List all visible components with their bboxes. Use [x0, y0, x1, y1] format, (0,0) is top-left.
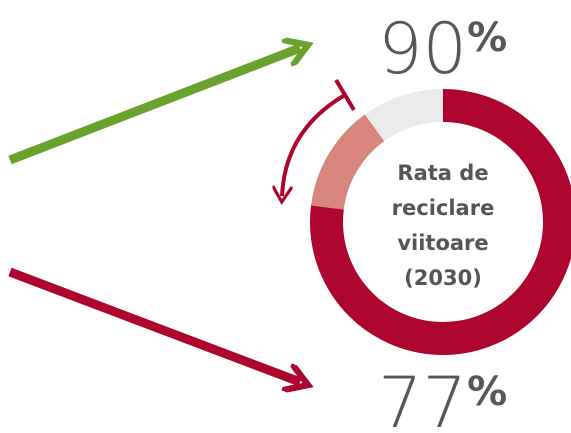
donut-segment — [364, 89, 443, 142]
center-label: Rata de — [397, 161, 488, 185]
annotation-suffix: % — [467, 369, 507, 415]
center-label: reciclare — [392, 196, 495, 220]
annotation: 90% — [378, 8, 507, 90]
annotation: 77% — [378, 362, 507, 433]
green-arrow — [8, 48, 300, 165]
donut-segment — [311, 114, 385, 210]
annotation-suffix: % — [467, 15, 507, 61]
donut — [310, 89, 571, 355]
curved-arrow — [282, 93, 347, 196]
annotation-value: 77 — [378, 362, 467, 433]
arrow-cap — [334, 78, 356, 112]
red-arrow — [8, 267, 300, 382]
center-label: viitoare — [397, 231, 488, 255]
annotation-value: 90 — [378, 8, 467, 90]
center-label: (2030) — [404, 266, 482, 290]
